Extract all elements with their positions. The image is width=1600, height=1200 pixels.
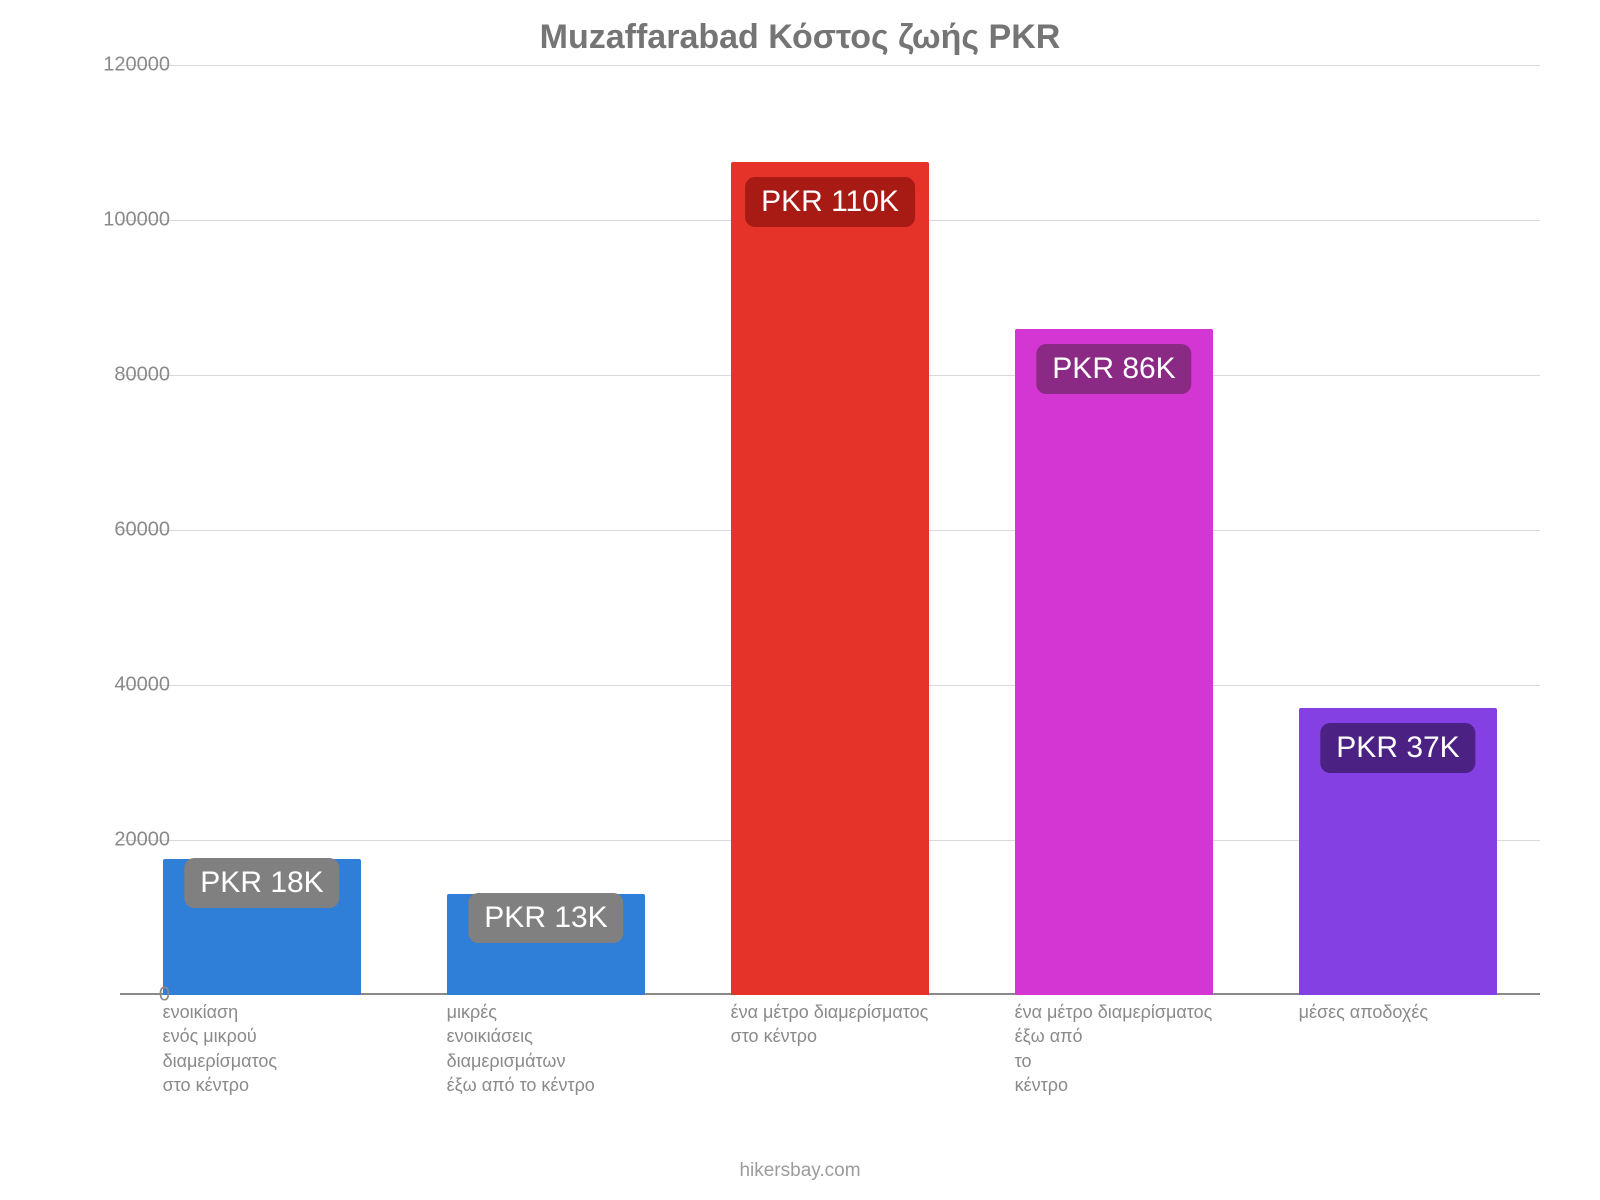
bar-value-tag: PKR 110K [745,177,915,227]
y-tick-label: 60000 [70,519,170,542]
x-tick-label: μέσες αποδοχές [1299,1000,1428,1024]
bar [1015,329,1214,996]
gridline [120,65,1540,66]
y-tick-label: 120000 [70,54,170,77]
bar-value-tag: PKR 18K [184,858,339,908]
chart-container: Muzaffarabad Κόστος ζωής PKR PKR 18KPKR … [0,0,1600,1200]
y-tick-label: 100000 [70,209,170,232]
y-tick-label: 0 [70,984,170,1007]
bar-value-tag: PKR 37K [1320,723,1475,773]
bar-value-tag: PKR 13K [468,893,623,943]
source-label: hikersbay.com [0,1160,1600,1182]
x-tick-label: μικρές ενοικιάσεις διαμερισμάτων έξω από… [447,1000,595,1097]
x-tick-label: ένα μέτρο διαμερίσματος στο κέντρο [731,1000,929,1049]
y-tick-label: 20000 [70,829,170,852]
bar [731,162,930,995]
chart-title: Muzaffarabad Κόστος ζωής PKR [0,18,1600,57]
y-tick-label: 40000 [70,674,170,697]
plot-area: PKR 18K PKR 13K PKR 110K PKR 86K PKR 37K [120,65,1540,995]
x-tick-label: ένα μέτρο διαμερίσματος έξω από το κέντρ… [1015,1000,1213,1097]
y-tick-label: 80000 [70,364,170,387]
bar-value-tag: PKR 86K [1036,344,1191,394]
x-tick-label: ενοικίαση ενός μικρού διαμερίσματος στο … [163,1000,278,1097]
